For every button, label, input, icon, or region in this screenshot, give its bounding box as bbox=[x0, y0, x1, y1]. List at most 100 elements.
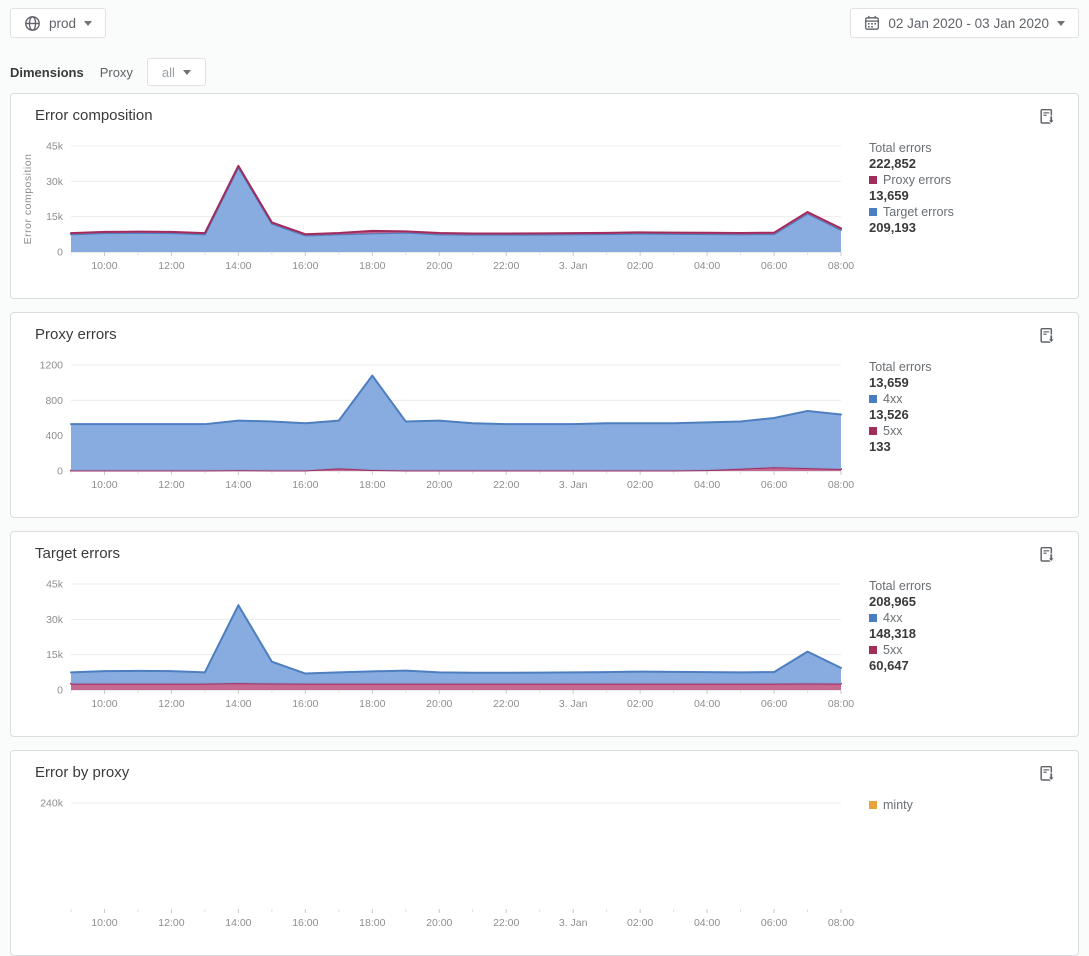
chart-legend: Total errors 13,659 4xx 13,526 5xx 133 bbox=[869, 345, 1078, 503]
svg-text:10:00: 10:00 bbox=[91, 260, 117, 272]
proxy-errors-card: Proxy errors 0 400 800 1200 10:00 12:00 14:00 1… bbox=[10, 312, 1079, 518]
legend-item: 5xx bbox=[869, 423, 1078, 439]
proxy-errors-chart[interactable]: 0 400 800 1200 10:00 12:00 14:00 16:00 18:00 20:0… bbox=[21, 353, 869, 503]
svg-text:06:00: 06:00 bbox=[761, 479, 787, 491]
svg-text:16:00: 16:00 bbox=[292, 698, 318, 710]
proxy-filter-dropdown[interactable]: all bbox=[146, 58, 206, 86]
legend-item-value: 13,659 bbox=[869, 188, 909, 203]
legend-swatch bbox=[869, 801, 877, 809]
svg-text:45k: 45k bbox=[46, 141, 64, 153]
dimension-name: Proxy bbox=[99, 64, 133, 80]
legend-total-label: Total errors bbox=[869, 579, 932, 593]
error-by-proxy-chart[interactable]: 240k 10:00 12:00 14:00 16:00 18:00 20:00 22:00 3… bbox=[21, 791, 869, 941]
svg-text:04:00: 04:00 bbox=[694, 479, 720, 491]
svg-text:16:00: 16:00 bbox=[292, 260, 318, 272]
proxy-filter-value: all bbox=[161, 64, 175, 80]
svg-text:3. Jan: 3. Jan bbox=[559, 917, 588, 929]
svg-text:16:00: 16:00 bbox=[292, 917, 318, 929]
error-by-proxy-card: Error by proxy 240k 10:00 12:00 14:00 16:00 1… bbox=[10, 750, 1079, 956]
download-report-icon[interactable] bbox=[1038, 546, 1056, 564]
date-range-picker[interactable]: 02 Jan 2020 - 03 Jan 2020 bbox=[850, 8, 1079, 38]
svg-text:10:00: 10:00 bbox=[91, 917, 117, 929]
legend-total-value: 13,659 bbox=[869, 375, 909, 390]
card-body: 0 15k 30k 45k 10:00 12:00 14:00 16:00 18:00 20:00… bbox=[11, 564, 1078, 722]
legend-item-value: 133 bbox=[869, 439, 891, 454]
svg-text:16:00: 16:00 bbox=[292, 479, 318, 491]
svg-text:08:00: 08:00 bbox=[828, 479, 854, 491]
legend-item-value: 148,318 bbox=[869, 626, 916, 641]
legend-item-label: 4xx bbox=[883, 392, 903, 406]
svg-text:22:00: 22:00 bbox=[493, 698, 519, 710]
legend-item-label: 5xx bbox=[883, 643, 903, 657]
svg-text:10:00: 10:00 bbox=[91, 479, 117, 491]
error-composition-chart[interactable]: 0 15k 30k 45k 10:00 12:00 14:00 16:00 18:00 20:00… bbox=[21, 134, 869, 284]
svg-text:02:00: 02:00 bbox=[627, 917, 653, 929]
svg-text:14:00: 14:00 bbox=[225, 698, 251, 710]
legend-total-label: Total errors bbox=[869, 360, 932, 374]
svg-text:3. Jan: 3. Jan bbox=[559, 479, 588, 491]
card-title: Proxy errors bbox=[35, 326, 117, 343]
card-body: 0 400 800 1200 10:00 12:00 14:00 16:00 18:00 20:0… bbox=[11, 345, 1078, 503]
svg-text:06:00: 06:00 bbox=[761, 698, 787, 710]
svg-text:18:00: 18:00 bbox=[359, 917, 385, 929]
chart-legend: Total errors 222,852 Proxy errors 13,659… bbox=[869, 126, 1078, 284]
svg-text:02:00: 02:00 bbox=[627, 260, 653, 272]
legend-item-value: 60,647 bbox=[869, 658, 909, 673]
topbar: prod 02 Jan 2020 - 03 Jan 2020 bbox=[0, 0, 1089, 38]
date-range-label: 02 Jan 2020 - 03 Jan 2020 bbox=[888, 15, 1049, 31]
svg-text:15k: 15k bbox=[46, 649, 64, 661]
legend-total-value: 222,852 bbox=[869, 156, 916, 171]
svg-text:30k: 30k bbox=[46, 176, 64, 188]
legend-swatch bbox=[869, 395, 877, 403]
svg-text:0: 0 bbox=[57, 247, 63, 259]
card-title: Error composition bbox=[35, 107, 153, 124]
target-errors-chart[interactable]: 0 15k 30k 45k 10:00 12:00 14:00 16:00 18:00 20:00… bbox=[21, 572, 869, 722]
svg-text:08:00: 08:00 bbox=[828, 917, 854, 929]
svg-text:08:00: 08:00 bbox=[828, 698, 854, 710]
svg-text:240k: 240k bbox=[40, 798, 64, 810]
svg-text:08:00: 08:00 bbox=[828, 260, 854, 272]
legend-item: 4xx bbox=[869, 391, 1078, 407]
svg-text:0: 0 bbox=[57, 466, 63, 478]
download-report-icon[interactable] bbox=[1038, 765, 1056, 783]
card-body: 0 15k 30k 45k 10:00 12:00 14:00 16:00 18:00 20:00… bbox=[11, 126, 1078, 284]
chevron-down-icon bbox=[182, 70, 191, 75]
svg-text:18:00: 18:00 bbox=[359, 479, 385, 491]
chevron-down-icon bbox=[84, 21, 93, 26]
legend-item-label: minty bbox=[883, 798, 913, 812]
svg-text:06:00: 06:00 bbox=[761, 260, 787, 272]
legend-item: 5xx bbox=[869, 642, 1078, 658]
legend-item: Target errors bbox=[869, 204, 1078, 220]
card-title: Error by proxy bbox=[35, 764, 130, 781]
svg-text:20:00: 20:00 bbox=[426, 260, 452, 272]
download-report-icon[interactable] bbox=[1038, 327, 1056, 345]
svg-text:12:00: 12:00 bbox=[158, 698, 184, 710]
legend-swatch bbox=[869, 176, 877, 184]
svg-text:22:00: 22:00 bbox=[493, 479, 519, 491]
svg-text:20:00: 20:00 bbox=[426, 917, 452, 929]
download-report-icon[interactable] bbox=[1038, 108, 1056, 126]
target-errors-card: Target errors 0 15k 30k 45k 10:00 12:00 14:00 1… bbox=[10, 531, 1079, 737]
legend-total-value: 208,965 bbox=[869, 594, 916, 609]
legend-item: 4xx bbox=[869, 610, 1078, 626]
card-title: Target errors bbox=[35, 545, 121, 562]
legend-item-label: Proxy errors bbox=[883, 173, 952, 187]
legend-swatch bbox=[869, 208, 877, 216]
svg-text:02:00: 02:00 bbox=[627, 479, 653, 491]
legend-swatch bbox=[869, 614, 877, 622]
legend-item-label: 5xx bbox=[883, 424, 903, 438]
svg-text:45k: 45k bbox=[46, 579, 64, 591]
svg-text:04:00: 04:00 bbox=[694, 260, 720, 272]
svg-text:1200: 1200 bbox=[40, 360, 64, 372]
calendar-icon bbox=[864, 15, 880, 31]
card-header: Error by proxy bbox=[11, 751, 1078, 781]
svg-text:30k: 30k bbox=[46, 614, 64, 626]
svg-text:04:00: 04:00 bbox=[694, 917, 720, 929]
legend-item-label: 4xx bbox=[883, 611, 903, 625]
legend-total-label: Total errors bbox=[869, 141, 932, 155]
svg-text:14:00: 14:00 bbox=[225, 479, 251, 491]
error-composition-card: Error composition 0 15k 30k 45k 10:00 12:00 14… bbox=[10, 93, 1079, 299]
filters-row: Dimensions Proxy all bbox=[10, 58, 1079, 86]
environment-selector[interactable]: prod bbox=[10, 8, 107, 38]
svg-text:22:00: 22:00 bbox=[493, 917, 519, 929]
